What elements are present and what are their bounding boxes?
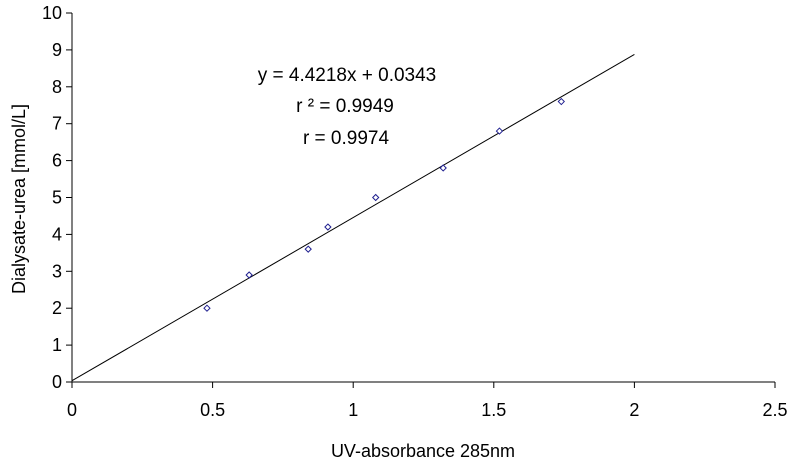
y-tick-label: 6 bbox=[52, 151, 62, 171]
data-point bbox=[203, 304, 211, 312]
x-axis-label: UV-absorbance 285nm bbox=[331, 441, 515, 461]
equation-annotation: y = 4.4218x + 0.0343 bbox=[258, 65, 437, 86]
r-squared-annotation: r ² = 0.9949 bbox=[296, 96, 394, 117]
data-point bbox=[324, 223, 332, 231]
data-point bbox=[495, 127, 504, 135]
x-tick-label: 0.5 bbox=[200, 400, 225, 420]
x-tick-label: 1.5 bbox=[481, 400, 506, 420]
data-point bbox=[304, 245, 312, 253]
y-tick-label: 8 bbox=[52, 77, 62, 97]
data-point bbox=[371, 193, 380, 202]
y-tick-label: 9 bbox=[52, 40, 62, 60]
data-point bbox=[245, 271, 253, 279]
y-tick-label: 1 bbox=[52, 335, 62, 355]
y-tick-label: 2 bbox=[52, 298, 62, 318]
x-tick-label: 1 bbox=[348, 400, 358, 420]
x-axis-ticks: 0 0.5 1 1.5 2 2.5 bbox=[67, 382, 788, 420]
y-axis-label: Dialysate-urea [mmol/L] bbox=[9, 104, 29, 294]
y-tick-label: 7 bbox=[52, 114, 62, 134]
y-tick-label: 10 bbox=[42, 3, 62, 23]
data-point bbox=[557, 97, 565, 106]
trendline bbox=[71, 53, 635, 382]
x-tick-label: 0 bbox=[67, 400, 77, 420]
data-point bbox=[439, 164, 447, 172]
x-tick-label: 2 bbox=[629, 400, 639, 420]
y-tick-label: 0 bbox=[52, 372, 62, 392]
r-annotation: r = 0.9974 bbox=[303, 128, 390, 149]
y-tick-label: 5 bbox=[52, 188, 62, 208]
y-tick-label: 3 bbox=[52, 261, 62, 281]
x-tick-label: 2.5 bbox=[762, 400, 787, 420]
y-tick-label: 4 bbox=[52, 224, 62, 244]
data-points bbox=[203, 97, 565, 312]
y-axis-ticks: 0 1 2 3 4 5 6 7 8 9 10 bbox=[42, 3, 72, 392]
